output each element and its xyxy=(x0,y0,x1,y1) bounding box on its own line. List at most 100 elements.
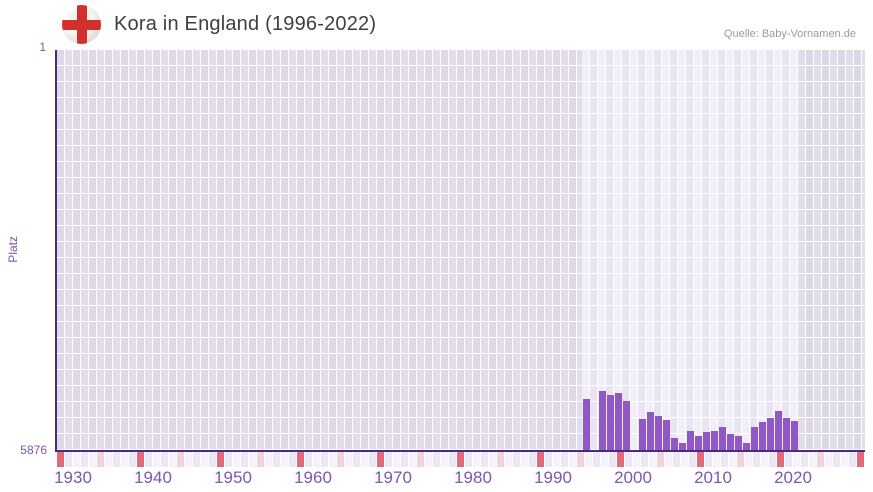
bar-2005[interactable] xyxy=(655,416,662,450)
bar-2013[interactable] xyxy=(719,427,726,450)
background-after-data-range xyxy=(798,50,865,450)
strip-year-cell xyxy=(401,452,408,467)
timeline-strip xyxy=(57,452,865,467)
strip-decade-cell xyxy=(137,452,144,467)
strip-year-cell xyxy=(361,452,368,467)
strip-year-cell xyxy=(553,452,560,467)
strip-year-cell xyxy=(129,452,136,467)
strip-year-cell xyxy=(625,452,632,467)
bar-2011[interactable] xyxy=(703,432,710,450)
bar-2022[interactable] xyxy=(791,421,798,450)
strip-decade-cell xyxy=(457,452,464,467)
bar-2019[interactable] xyxy=(767,418,774,450)
strip-year-cell xyxy=(609,452,616,467)
strip-year-cell xyxy=(321,452,328,467)
strip-year-cell xyxy=(113,452,120,467)
strip-year-cell xyxy=(513,452,520,467)
bar-2009[interactable] xyxy=(687,431,694,450)
strip-year-cell xyxy=(289,452,296,467)
x-tick-1980: 1980 xyxy=(454,468,492,487)
strip-year-cell xyxy=(449,452,456,467)
strip-year-cell xyxy=(337,452,344,467)
bar-2000[interactable] xyxy=(615,393,622,450)
strip-year-cell xyxy=(473,452,480,467)
strip-year-cell xyxy=(849,452,856,467)
x-tick-1950: 1950 xyxy=(214,468,252,487)
strip-year-cell xyxy=(673,452,680,467)
strip-year-cell xyxy=(753,452,760,467)
england-flag-icon xyxy=(62,5,101,44)
strip-year-cell xyxy=(145,452,152,467)
strip-year-cell xyxy=(601,452,608,467)
strip-year-cell xyxy=(177,452,184,467)
bar-2021[interactable] xyxy=(783,418,790,450)
x-tick-2010: 2010 xyxy=(694,468,732,487)
strip-year-cell xyxy=(305,452,312,467)
strip-year-cell xyxy=(257,452,264,467)
strip-year-cell xyxy=(265,452,272,467)
bar-2017[interactable] xyxy=(751,427,758,450)
strip-year-cell xyxy=(409,452,416,467)
strip-year-cell xyxy=(345,452,352,467)
strip-decade-cell xyxy=(617,452,624,467)
background-before-data-range xyxy=(57,50,582,450)
bar-2006[interactable] xyxy=(663,420,670,450)
bar-2015[interactable] xyxy=(735,436,742,450)
strip-year-cell xyxy=(689,452,696,467)
y-axis-bottom-label: 5876 xyxy=(20,443,47,457)
strip-year-cell xyxy=(425,452,432,467)
strip-year-cell xyxy=(801,452,808,467)
strip-decade-cell xyxy=(857,452,864,467)
strip-year-cell xyxy=(353,452,360,467)
strip-year-cell xyxy=(745,452,752,467)
x-tick-1960: 1960 xyxy=(294,468,332,487)
bar-2008[interactable] xyxy=(679,443,686,450)
strip-year-cell xyxy=(737,452,744,467)
strip-year-cell xyxy=(529,452,536,467)
strip-year-cell xyxy=(593,452,600,467)
bar-2012[interactable] xyxy=(711,431,718,450)
strip-year-cell xyxy=(185,452,192,467)
x-tick-2000: 2000 xyxy=(614,468,652,487)
strip-decade-cell xyxy=(57,452,64,467)
bar-2020[interactable] xyxy=(775,411,782,450)
bar-1996[interactable] xyxy=(583,399,590,450)
bar-2014[interactable] xyxy=(727,434,734,450)
bar-2007[interactable] xyxy=(671,438,678,450)
strip-year-cell xyxy=(81,452,88,467)
strip-year-cell xyxy=(153,452,160,467)
strip-year-cell xyxy=(633,452,640,467)
strip-year-cell xyxy=(393,452,400,467)
chart-title: Kora in England (1996-2022) xyxy=(114,13,377,35)
strip-decade-cell xyxy=(377,452,384,467)
strip-year-cell xyxy=(505,452,512,467)
strip-decade-cell xyxy=(777,452,784,467)
x-tick-1940: 1940 xyxy=(134,468,172,487)
bar-2003[interactable] xyxy=(639,419,646,450)
bar-1999[interactable] xyxy=(607,395,614,450)
strip-year-cell xyxy=(585,452,592,467)
strip-year-cell xyxy=(825,452,832,467)
bar-2004[interactable] xyxy=(647,412,654,450)
strip-year-cell xyxy=(761,452,768,467)
strip-year-cell xyxy=(577,452,584,467)
bar-2010[interactable] xyxy=(695,436,702,450)
strip-year-cell xyxy=(721,452,728,467)
strip-year-cell xyxy=(497,452,504,467)
source-credit: Quelle: Baby-Vornamen.de xyxy=(723,28,856,40)
strip-year-cell xyxy=(73,452,80,467)
strip-year-cell xyxy=(225,452,232,467)
strip-year-cell xyxy=(521,452,528,467)
strip-decade-cell xyxy=(217,452,224,467)
strip-year-cell xyxy=(161,452,168,467)
strip-year-cell xyxy=(121,452,128,467)
bar-1998[interactable] xyxy=(599,391,606,450)
x-tick-1970: 1970 xyxy=(374,468,412,487)
bar-2018[interactable] xyxy=(759,422,766,450)
strip-year-cell xyxy=(705,452,712,467)
strip-year-cell xyxy=(369,452,376,467)
strip-year-cell xyxy=(209,452,216,467)
bar-2016[interactable] xyxy=(743,443,750,450)
bar-2001[interactable] xyxy=(623,401,630,450)
